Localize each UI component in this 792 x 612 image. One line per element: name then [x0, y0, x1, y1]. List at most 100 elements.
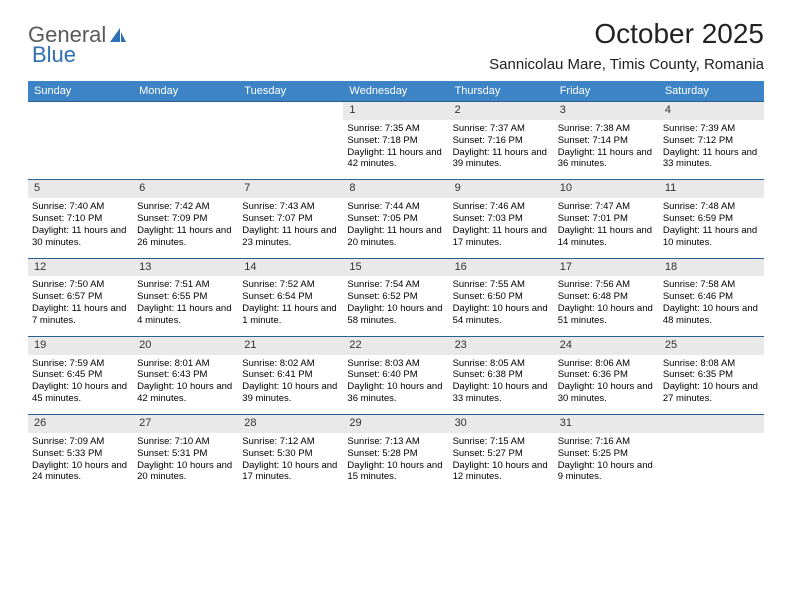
- day-number: 18: [665, 261, 677, 273]
- day-info-cell: [659, 433, 764, 493]
- daylight: Daylight: 10 hours and 27 minutes.: [663, 381, 760, 405]
- sunset: Sunset: 6:40 PM: [347, 369, 444, 381]
- location: Sannicolau Mare, Timis County, Romania: [489, 56, 764, 73]
- day-number: 6: [139, 182, 145, 194]
- day-number-cell: 10: [554, 180, 659, 198]
- day-number-cell: 7: [238, 180, 343, 198]
- sunset: Sunset: 7:07 PM: [242, 213, 339, 225]
- weekday-header: Friday: [554, 81, 659, 102]
- day-number: 20: [139, 339, 151, 351]
- sunset: Sunset: 5:33 PM: [32, 448, 129, 460]
- day-number: 27: [139, 417, 151, 429]
- daylight: Daylight: 11 hours and 39 minutes.: [453, 147, 550, 171]
- day-number-cell: 24: [554, 336, 659, 354]
- day-number-cell: 19: [28, 336, 133, 354]
- sunrise: Sunrise: 7:40 AM: [32, 201, 129, 213]
- day-number-cell: 9: [449, 180, 554, 198]
- sunrise: Sunrise: 7:12 AM: [242, 436, 339, 448]
- sunrise: Sunrise: 7:58 AM: [663, 279, 760, 291]
- daylight: Daylight: 11 hours and 20 minutes.: [347, 225, 444, 249]
- day-number: 24: [560, 339, 572, 351]
- sunset: Sunset: 6:43 PM: [137, 369, 234, 381]
- daylight: Daylight: 10 hours and 17 minutes.: [242, 460, 339, 484]
- day-number-cell: 18: [659, 258, 764, 276]
- sunset: Sunset: 7:09 PM: [137, 213, 234, 225]
- day-info-cell: Sunrise: 7:38 AMSunset: 7:14 PMDaylight:…: [554, 120, 659, 180]
- info-row: Sunrise: 7:09 AMSunset: 5:33 PMDaylight:…: [28, 433, 764, 493]
- sunset: Sunset: 6:57 PM: [32, 291, 129, 303]
- daylight: Daylight: 10 hours and 58 minutes.: [347, 303, 444, 327]
- daylight: Daylight: 10 hours and 33 minutes.: [453, 381, 550, 405]
- day-info-cell: Sunrise: 7:52 AMSunset: 6:54 PMDaylight:…: [238, 276, 343, 336]
- day-info-cell: Sunrise: 7:55 AMSunset: 6:50 PMDaylight:…: [449, 276, 554, 336]
- sunrise: Sunrise: 7:55 AM: [453, 279, 550, 291]
- sunset: Sunset: 5:30 PM: [242, 448, 339, 460]
- daynum-row: 12131415161718: [28, 258, 764, 276]
- day-number-cell: 16: [449, 258, 554, 276]
- day-info-cell: Sunrise: 7:58 AMSunset: 6:46 PMDaylight:…: [659, 276, 764, 336]
- sunset: Sunset: 6:54 PM: [242, 291, 339, 303]
- day-info-cell: Sunrise: 7:51 AMSunset: 6:55 PMDaylight:…: [133, 276, 238, 336]
- sunrise: Sunrise: 7:35 AM: [347, 123, 444, 135]
- sunrise: Sunrise: 7:56 AM: [558, 279, 655, 291]
- day-number-cell: 8: [343, 180, 448, 198]
- day-number: 9: [455, 182, 461, 194]
- day-number-cell: [28, 102, 133, 120]
- day-number-cell: 26: [28, 415, 133, 433]
- sunset: Sunset: 6:46 PM: [663, 291, 760, 303]
- daylight: Daylight: 11 hours and 14 minutes.: [558, 225, 655, 249]
- day-number-cell: 12: [28, 258, 133, 276]
- sunset: Sunset: 6:50 PM: [453, 291, 550, 303]
- day-info-cell: Sunrise: 8:08 AMSunset: 6:35 PMDaylight:…: [659, 355, 764, 415]
- day-number-cell: 15: [343, 258, 448, 276]
- weekday-header-row: SundayMondayTuesdayWednesdayThursdayFrid…: [28, 81, 764, 102]
- sunset: Sunset: 7:12 PM: [663, 135, 760, 147]
- day-info-cell: Sunrise: 8:03 AMSunset: 6:40 PMDaylight:…: [343, 355, 448, 415]
- day-number: 30: [455, 417, 467, 429]
- day-info-cell: Sunrise: 7:43 AMSunset: 7:07 PMDaylight:…: [238, 198, 343, 258]
- day-info-cell: Sunrise: 7:13 AMSunset: 5:28 PMDaylight:…: [343, 433, 448, 493]
- title-block: October 2025 Sannicolau Mare, Timis Coun…: [489, 18, 764, 73]
- sunrise: Sunrise: 8:03 AM: [347, 358, 444, 370]
- sunrise: Sunrise: 7:39 AM: [663, 123, 760, 135]
- sunrise: Sunrise: 7:59 AM: [32, 358, 129, 370]
- day-number-cell: 5: [28, 180, 133, 198]
- day-info-cell: Sunrise: 7:12 AMSunset: 5:30 PMDaylight:…: [238, 433, 343, 493]
- day-number-cell: [133, 102, 238, 120]
- day-number: 11: [665, 182, 676, 194]
- sunset: Sunset: 5:28 PM: [347, 448, 444, 460]
- daylight: Daylight: 10 hours and 24 minutes.: [32, 460, 129, 484]
- day-info-cell: Sunrise: 7:35 AMSunset: 7:18 PMDaylight:…: [343, 120, 448, 180]
- day-info-cell: Sunrise: 7:37 AMSunset: 7:16 PMDaylight:…: [449, 120, 554, 180]
- sunrise: Sunrise: 8:06 AM: [558, 358, 655, 370]
- sunrise: Sunrise: 7:51 AM: [137, 279, 234, 291]
- daylight: Daylight: 10 hours and 54 minutes.: [453, 303, 550, 327]
- day-number: 21: [244, 339, 256, 351]
- sunrise: Sunrise: 7:54 AM: [347, 279, 444, 291]
- sunrise: Sunrise: 8:01 AM: [137, 358, 234, 370]
- day-number: 26: [34, 417, 46, 429]
- logo-text-2: Blue: [32, 42, 76, 68]
- day-number: 2: [455, 104, 461, 116]
- sunrise: Sunrise: 7:13 AM: [347, 436, 444, 448]
- day-number-cell: 30: [449, 415, 554, 433]
- daylight: Daylight: 11 hours and 33 minutes.: [663, 147, 760, 171]
- sunset: Sunset: 7:14 PM: [558, 135, 655, 147]
- day-number-cell: 21: [238, 336, 343, 354]
- sunrise: Sunrise: 7:10 AM: [137, 436, 234, 448]
- day-number: 25: [665, 339, 677, 351]
- day-info-cell: Sunrise: 8:01 AMSunset: 6:43 PMDaylight:…: [133, 355, 238, 415]
- day-number: 19: [34, 339, 46, 351]
- day-info-cell: Sunrise: 7:44 AMSunset: 7:05 PMDaylight:…: [343, 198, 448, 258]
- daylight: Daylight: 11 hours and 7 minutes.: [32, 303, 129, 327]
- day-number: 15: [349, 261, 361, 273]
- day-number-cell: 14: [238, 258, 343, 276]
- sunset: Sunset: 6:45 PM: [32, 369, 129, 381]
- weekday-header: Saturday: [659, 81, 764, 102]
- daylight: Daylight: 10 hours and 36 minutes.: [347, 381, 444, 405]
- day-number-cell: 20: [133, 336, 238, 354]
- day-number: 3: [560, 104, 566, 116]
- day-info-cell: [238, 120, 343, 180]
- day-number-cell: 13: [133, 258, 238, 276]
- sunset: Sunset: 6:38 PM: [453, 369, 550, 381]
